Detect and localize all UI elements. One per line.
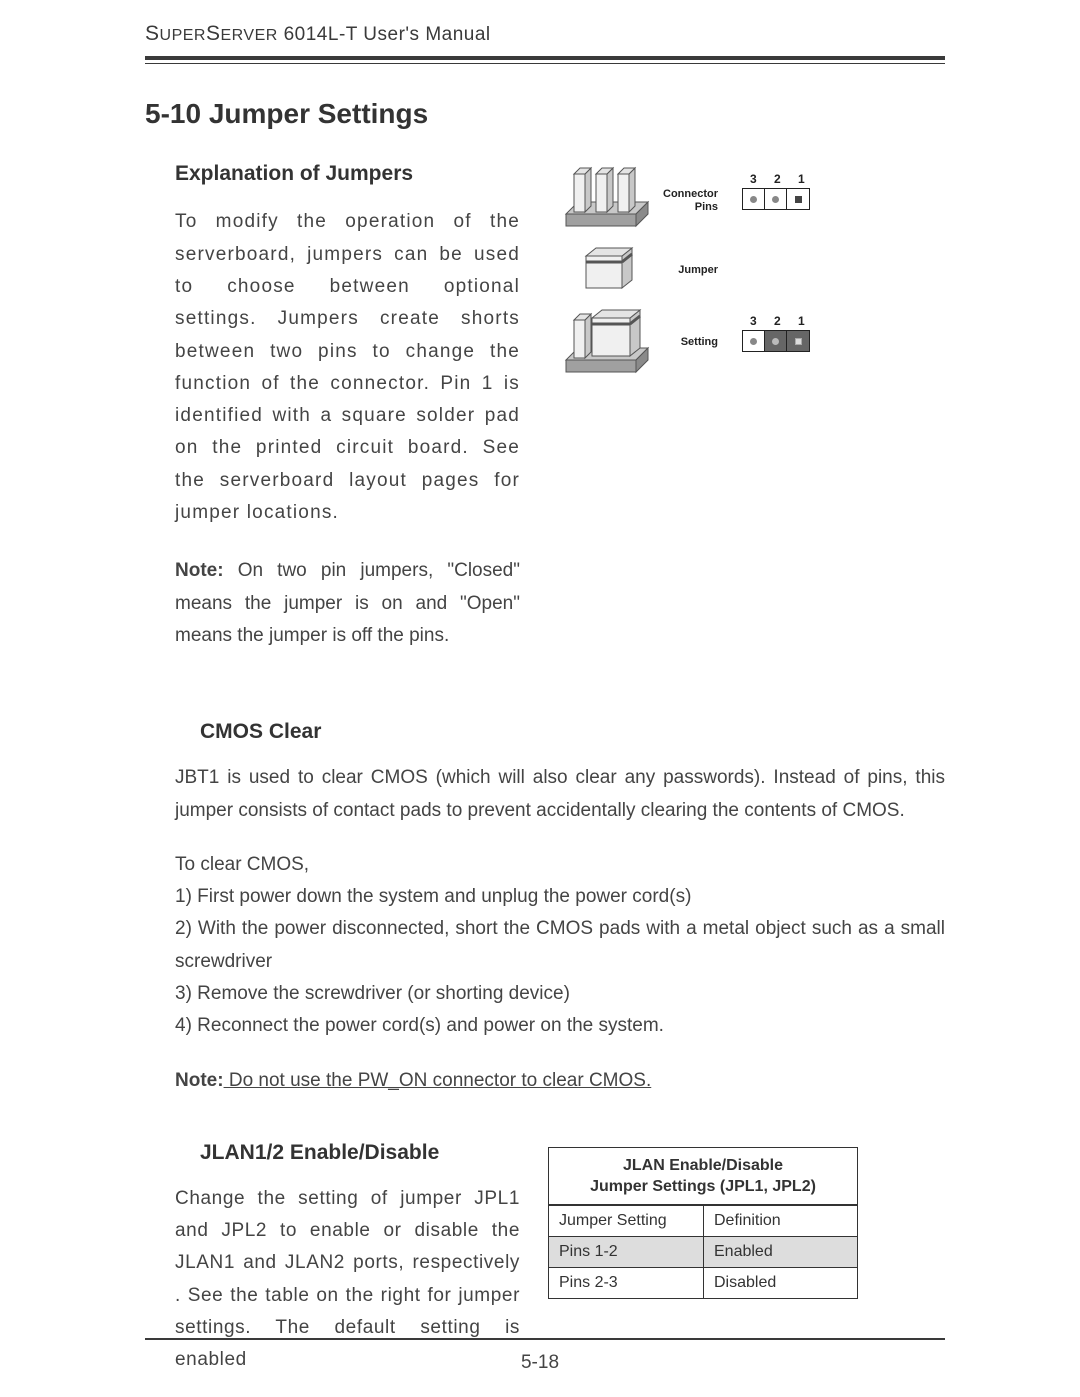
pin-number-1a: 1 xyxy=(798,172,805,186)
jlan-table-title: JLAN Enable/Disable Jumper Settings (JPL… xyxy=(549,1148,857,1205)
jlan-table-row: Pins 1-2 Enabled xyxy=(549,1236,857,1267)
diagram-label-connector-pins: Connector Pins xyxy=(658,188,718,214)
jumper-diagram: Connector Pins Jumper Setting 3 2 1 3 2 … xyxy=(550,164,900,394)
pinbox-setting xyxy=(742,330,810,352)
cmos-step-3: 3) Remove the screwdriver (or shorting d… xyxy=(175,978,945,1010)
pinbox-connector xyxy=(742,188,810,210)
header-rule-thin xyxy=(145,63,945,64)
cmos-paragraph: JBT1 is used to clear CMOS (which will a… xyxy=(175,762,945,827)
jlan-cell-setting: Pins 2-3 xyxy=(549,1268,704,1298)
cmos-step-1: 1) First power down the system and unplu… xyxy=(175,881,945,913)
running-header: SUPERSERVER 6014L-T User's Manual xyxy=(145,22,945,46)
jlan-cell-def: Disabled xyxy=(704,1268,857,1298)
cmos-steps: To clear CMOS, 1) First power down the s… xyxy=(175,849,945,1043)
section-heading-jlan: JLAN1/2 Enable/Disable xyxy=(200,1141,520,1165)
pin-number-2b: 2 xyxy=(774,314,781,328)
pin-number-3a: 3 xyxy=(750,172,757,186)
cmos-step-4: 4) Reconnect the power cord(s) and power… xyxy=(175,1010,945,1042)
section-heading-explanation: Explanation of Jumpers xyxy=(175,160,520,188)
jlan-paragraph: Change the setting of jumper JPL1 and JP… xyxy=(175,1183,520,1377)
diagram-label-jumper: Jumper xyxy=(658,264,718,277)
pin-number-2a: 2 xyxy=(774,172,781,186)
page-number: 5-18 xyxy=(0,1352,1080,1374)
header-rule-thick xyxy=(145,56,945,60)
explanation-note: Note: On two pin jumpers, "Closed" means… xyxy=(175,555,520,652)
footer-rule xyxy=(145,1338,945,1340)
section-heading-cmos: CMOS Clear xyxy=(200,720,945,744)
jlan-col-setting: Jumper Setting xyxy=(549,1206,704,1236)
pin-number-1b: 1 xyxy=(798,314,805,328)
jlan-col-definition: Definition xyxy=(704,1206,857,1236)
page-title: 5-10 Jumper Settings xyxy=(145,98,945,130)
jlan-table: JLAN Enable/Disable Jumper Settings (JPL… xyxy=(548,1147,858,1299)
cmos-note: Note: Do not use the PW_ON connector to … xyxy=(175,1065,945,1097)
cmos-lead: To clear CMOS, xyxy=(175,849,945,881)
diagram-label-setting: Setting xyxy=(658,336,718,349)
jlan-table-header-row: Jumper Setting Definition xyxy=(549,1205,857,1236)
explanation-paragraph: To modify the operation of the serverboa… xyxy=(175,206,520,529)
pin-number-3b: 3 xyxy=(750,314,757,328)
jlan-cell-def: Enabled xyxy=(704,1237,857,1267)
jlan-table-row: Pins 2-3 Disabled xyxy=(549,1267,857,1298)
jlan-cell-setting: Pins 1-2 xyxy=(549,1237,704,1267)
cmos-step-2: 2) With the power disconnected, short th… xyxy=(175,913,945,978)
